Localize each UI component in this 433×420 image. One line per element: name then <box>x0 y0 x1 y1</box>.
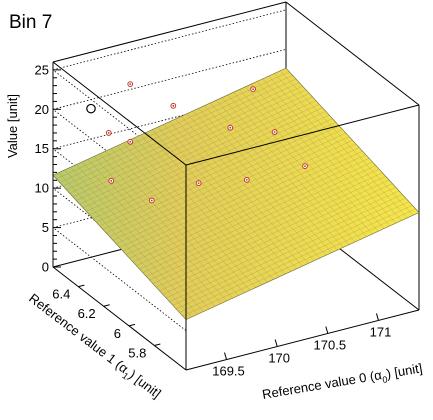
x-tick-mark <box>325 326 329 334</box>
chart-title: Bin 7 <box>9 12 52 33</box>
data-point-core <box>129 83 132 86</box>
surface-mesh-line <box>112 132 346 241</box>
surface-mesh-line <box>99 118 333 226</box>
y-tick-mark <box>103 304 110 307</box>
x-tick-label: 171 <box>370 324 392 339</box>
data-point-core <box>110 179 113 182</box>
box-edge <box>52 1 287 63</box>
y-tick-mark <box>154 343 161 346</box>
y-tick-mark <box>78 284 85 288</box>
x-tick-label: 170 <box>268 351 290 366</box>
surface-mesh-line <box>221 97 356 243</box>
z-gridline <box>52 9 287 71</box>
box-edge <box>52 61 187 166</box>
y-tick-mark <box>128 323 136 327</box>
surface-mesh-line <box>233 92 367 237</box>
z-tick-label: 25 <box>35 62 49 77</box>
z-gridline <box>52 48 287 110</box>
surface-mesh-line <box>102 122 336 230</box>
surface-mesh-line <box>227 94 361 240</box>
surface-mesh-line <box>66 82 300 190</box>
box-edge <box>285 1 420 106</box>
svg-text:Reference value 0 (α0) [unit]: Reference value 0 (α0) [unit] <box>261 360 424 405</box>
surface-mesh-line <box>204 105 338 251</box>
data-points <box>86 81 308 204</box>
surface-mesh-line <box>262 78 396 224</box>
box-edge <box>52 266 187 371</box>
z-axis-label: Value [unit] <box>5 94 20 158</box>
x-tick-label: 170.5 <box>314 337 347 352</box>
data-point-core <box>252 88 254 91</box>
x-tick-label: 169.5 <box>212 364 245 379</box>
surface-mesh-line <box>116 136 350 245</box>
x-tick-mark <box>375 313 379 321</box>
surface-mesh-line <box>89 107 323 216</box>
data-point-core <box>150 199 153 202</box>
data-point-core <box>273 131 276 133</box>
surface-mesh-line <box>268 76 402 221</box>
x-axis-label: Reference value 0 (α0) [unit] <box>261 360 424 405</box>
axis-ticks: 0 5 10 15 20 25 5.8 6 6.2 6.4 169.5 170 170.5 171 <box>35 62 392 379</box>
y-tick-label: 5.8 <box>128 345 146 360</box>
surface-mesh-line <box>256 81 391 227</box>
data-point-core <box>129 140 132 143</box>
surface-mesh-line <box>239 89 373 235</box>
x-axis-label-main: Reference value 0 (α <box>261 367 383 402</box>
box-edge <box>185 104 420 166</box>
y-tick-label: 6.4 <box>52 287 70 302</box>
surface-mesh-line <box>106 125 340 234</box>
y-tick-label: 6 <box>114 326 121 341</box>
z-tick-label: 0 <box>42 260 49 275</box>
data-point-core <box>304 165 306 167</box>
surface-mesh-line <box>119 140 353 248</box>
data-point-core <box>245 178 248 181</box>
z-tick-label: 15 <box>35 141 49 156</box>
surface-mesh-line <box>96 114 330 223</box>
z-gridline <box>52 227 187 331</box>
axes-box-front <box>52 61 420 371</box>
box-edge <box>185 309 420 371</box>
surface-mesh-line <box>109 129 343 237</box>
surface-mesh-line <box>245 86 379 232</box>
surface-mesh-line <box>198 108 332 253</box>
x-tick-mark <box>274 339 278 347</box>
surface-mesh-line <box>76 93 310 201</box>
surface-mesh-line <box>175 118 309 264</box>
surface-mesh-line <box>59 75 293 183</box>
data-point-core <box>172 104 175 107</box>
surface-mesh-line <box>92 111 326 219</box>
y-tick-label: 6.2 <box>78 306 96 321</box>
surface-mesh-line <box>250 84 385 229</box>
surface-mesh-line <box>274 73 408 218</box>
surface-mesh-line <box>62 78 297 187</box>
surface-mesh-line <box>69 86 303 194</box>
surface-mesh-line <box>192 110 326 256</box>
z-tick-label: 20 <box>35 102 49 117</box>
data-point-core <box>107 132 110 134</box>
surface-mesh-line <box>186 113 321 259</box>
data-point <box>86 103 96 114</box>
z-tick-label: 10 <box>35 181 49 196</box>
fit-surface <box>52 67 420 321</box>
surface-mesh-line <box>82 100 316 208</box>
surface-mesh-line <box>86 104 320 212</box>
x-axis-label-tail: ) [unit] <box>385 360 423 381</box>
data-point-core <box>229 126 232 129</box>
surface-mesh-line <box>280 70 414 216</box>
data-point-core <box>197 182 200 185</box>
surface-mesh-line <box>79 96 313 205</box>
surface-mesh-line <box>181 116 315 261</box>
y-axis-label-tail: ) [unit] <box>126 367 164 401</box>
z-tick-label: 5 <box>42 220 49 235</box>
surface-mesh-line <box>215 100 350 245</box>
y-axis-label-sub: 1 <box>120 370 130 381</box>
x-tick-mark <box>224 352 228 360</box>
x-axis-label-sub: 0 <box>382 374 389 385</box>
